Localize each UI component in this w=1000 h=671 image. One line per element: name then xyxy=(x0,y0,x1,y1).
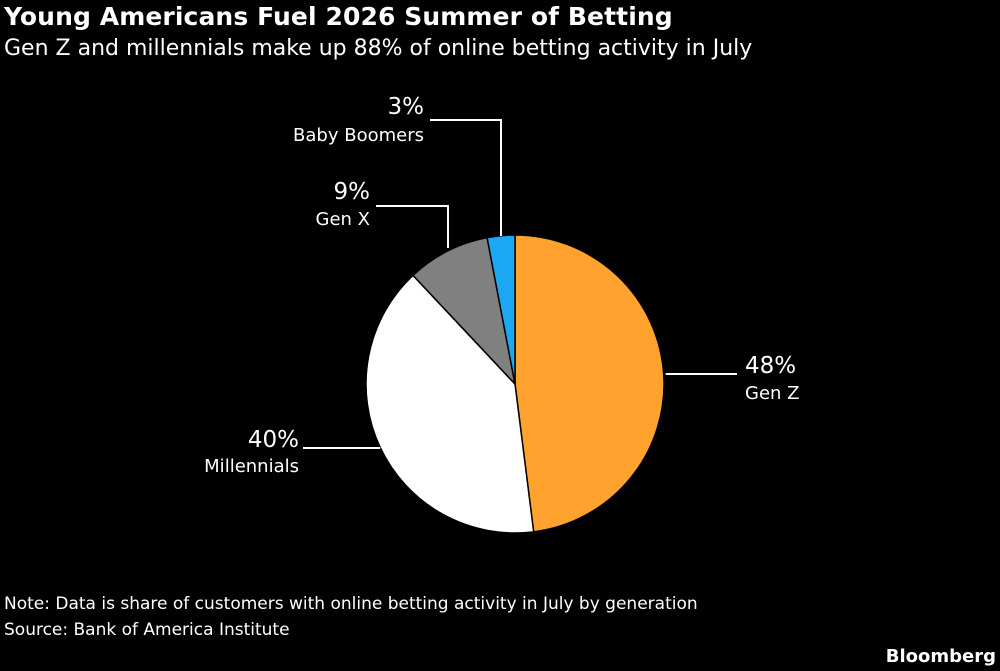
leader-line xyxy=(430,119,502,236)
chart-note: Note: Data is share of customers with on… xyxy=(4,594,698,614)
chart-subtitle: Gen Z and millennials make up 88% of onl… xyxy=(4,36,753,61)
pie-slice-gen-x xyxy=(411,236,517,387)
slice-value-label: 48% xyxy=(745,353,796,379)
slice-value-label: 9% xyxy=(334,179,371,205)
slice-value-label: 3% xyxy=(388,94,425,120)
pie-slice-gen-z xyxy=(514,234,665,533)
pie-slice-millennials xyxy=(365,274,535,534)
slice-category-label: Gen Z xyxy=(745,383,799,404)
slice-category-label: Gen X xyxy=(316,209,370,230)
chart-source: Source: Bank of America Institute xyxy=(4,620,290,640)
slice-value-label: 40% xyxy=(248,427,299,453)
chart-title: Young Americans Fuel 2026 Summer of Bett… xyxy=(4,2,673,31)
leader-line xyxy=(376,205,449,248)
bloomberg-logo: Bloomberg xyxy=(885,646,996,667)
slice-category-label: Baby Boomers xyxy=(293,125,424,146)
slice-category-label: Millennials xyxy=(204,456,299,477)
